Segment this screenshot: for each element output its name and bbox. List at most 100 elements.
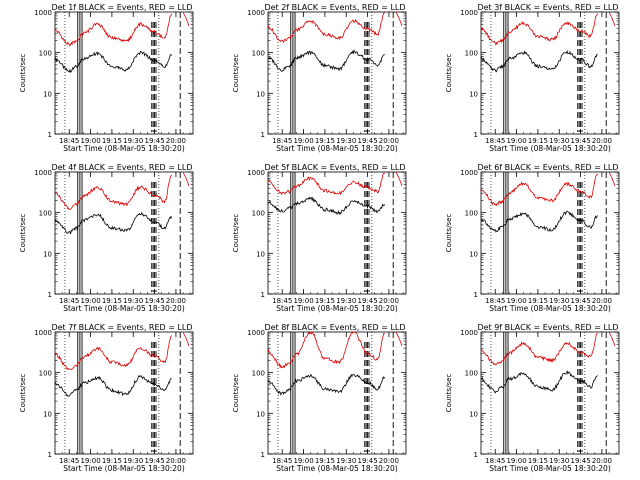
panel-title: Det 7f BLACK = Events, RED = LLD [51,323,192,332]
series-line-lld [55,174,173,211]
panel-1: Det 1f BLACK = Events, RED = LLD 1 10 100 10… [19,3,194,153]
y-tick-label: 1 [261,451,265,459]
x-axis-label: Start Time (08-Mar-05 18:30:20) [276,464,398,473]
series-line-lld [480,333,598,366]
x-tick-label: 19:30 [549,137,569,145]
x-tick-label: 19:15 [528,137,548,145]
panel-title: Det 1f BLACK = Events, RED = LLD [51,3,192,12]
series-line-lld-tail [395,11,403,27]
x-tick-label: 18:45 [272,137,292,145]
series-line-lld-tail [608,11,616,27]
x-tick-label: 19:00 [80,297,100,305]
y-tick-label: 1 [48,131,52,139]
x-tick-label: 20:00 [379,457,399,465]
y-tick-label: 1 [474,131,478,139]
y-axis-label: Counts/sec [19,214,27,253]
y-axis-label: Counts/sec [19,374,27,413]
panel-2: Det 2f BLACK = Events, RED = LLD 1 10 100 10… [232,3,407,153]
y-tick-label: 1 [474,291,478,299]
y-tick-label: 100 [39,370,52,378]
x-tick-label: 19:45 [144,457,164,465]
panel-title: Det 5f BLACK = Events, RED = LLD [264,163,405,172]
x-tick-label: 19:00 [506,457,526,465]
x-tick-label: 19:00 [506,137,526,145]
series-line-lld [480,13,599,47]
series-line-lld [54,335,172,371]
y-tick-label: 1000 [247,9,265,17]
panel-8: Det 8f BLACK = Events, RED = LLD 1 10 100 10… [232,323,407,473]
x-tick-label: 19:00 [80,137,100,145]
x-tick-label: 19:30 [336,457,356,465]
y-tick-label: 100 [465,370,478,378]
panel-3: Det 3f BLACK = Events, RED = LLD 1 10 100 10… [445,3,620,153]
x-tick-label: 18:45 [272,457,292,465]
y-axis-label: Counts/sec [232,54,240,93]
y-axis-label: Counts/sec [445,374,453,413]
x-tick-label: 19:15 [528,297,548,305]
y-tick-label: 10 [43,250,52,258]
x-tick-label: 19:45 [357,137,377,145]
series-line-events [267,196,386,216]
series-line-lld-tail [395,331,403,347]
x-tick-label: 18:45 [59,137,79,145]
x-tick-label: 19:30 [336,137,356,145]
series-line-lld-tail [182,171,190,187]
y-tick-label: 10 [469,250,478,258]
y-tick-label: 100 [252,210,265,218]
x-tick-label: 19:30 [123,457,143,465]
y-tick-label: 1000 [460,9,478,17]
x-tick-label: 19:00 [80,457,100,465]
y-tick-label: 10 [469,410,478,418]
x-tick-label: 18:45 [485,457,505,465]
series-line-lld [267,172,385,196]
y-tick-label: 1000 [34,329,52,337]
series-line-events [480,210,599,233]
x-tick-label: 19:45 [144,297,164,305]
x-tick-label: 19:00 [293,137,313,145]
x-axis-label: Start Time (08-Mar-05 18:30:20) [276,144,398,153]
x-tick-label: 19:15 [102,137,122,145]
y-tick-label: 100 [252,370,265,378]
x-tick-label: 19:45 [570,457,590,465]
x-tick-label: 20:00 [592,457,612,465]
series-line-lld [267,12,385,44]
series-line-events [54,50,173,73]
series-line-events [54,374,172,397]
x-tick-label: 20:00 [592,297,612,305]
x-tick-label: 19:15 [315,457,335,465]
panel-title: Det 3f BLACK = Events, RED = LLD [477,3,618,12]
plot-frame [480,171,620,295]
panel-6: Det 6f BLACK = Events, RED = LLD 1 10 100 10… [445,163,620,313]
x-tick-label: 19:15 [315,137,335,145]
y-tick-label: 1000 [247,169,265,177]
y-tick-label: 10 [256,410,265,418]
x-axis-label: Start Time (08-Mar-05 18:30:20) [489,464,611,473]
x-tick-label: 19:00 [506,297,526,305]
series-line-lld-tail [608,171,616,187]
y-tick-label: 1000 [247,329,265,337]
y-tick-label: 10 [256,250,265,258]
x-axis-label: Start Time (08-Mar-05 18:30:20) [489,144,611,153]
x-tick-label: 20:00 [166,297,186,305]
y-axis-label: Counts/sec [445,214,453,253]
plot-frame [480,331,620,455]
series-line-events [267,373,386,396]
x-tick-label: 18:45 [272,297,292,305]
y-tick-label: 100 [465,50,478,58]
x-tick-label: 20:00 [592,137,612,145]
panel-title: Det 9f BLACK = Events, RED = LLD [477,323,618,332]
y-tick-label: 1000 [460,169,478,177]
x-axis-label: Start Time (08-Mar-05 18:30:20) [276,304,398,313]
panel-title: Det 4f BLACK = Events, RED = LLD [51,163,192,172]
plot-frame [54,331,194,455]
x-tick-label: 19:30 [123,297,143,305]
y-tick-label: 100 [465,210,478,218]
y-axis-label: Counts/sec [232,374,240,413]
panel-5: Det 5f BLACK = Events, RED = LLD 1 10 100 10… [232,163,407,313]
series-line-events [480,49,598,73]
panel-9: Det 9f BLACK = Events, RED = LLD 1 10 100 10… [445,323,620,473]
y-tick-label: 1 [474,451,478,459]
plot-frame [480,11,620,135]
panel-4: Det 4f BLACK = Events, RED = LLD 1 10 100 10… [19,163,194,313]
plot-frame [267,171,407,295]
